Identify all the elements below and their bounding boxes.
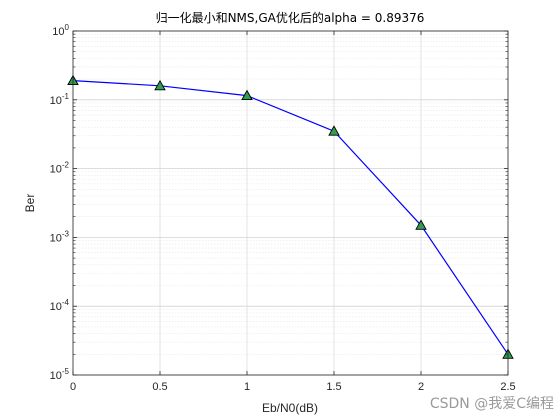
y-tick-label: 100 [52,23,69,38]
y-tick-label: 10-3 [50,229,70,244]
plot-area [67,30,514,376]
y-tick-label: 10-1 [50,92,70,107]
data-point [241,89,253,101]
y-tick-label: 10-5 [50,367,70,382]
x-tick-label: 1.5 [326,381,341,393]
y-axis-label: Ber [23,194,37,213]
x-tick-labels: 0 0.5 1 1.5 2 2.5 [70,381,516,393]
watermark: CSDN @我爱C编程 [430,396,554,412]
data-point [328,125,340,136]
y-tick-labels: 100 10-1 10-2 10-3 10-4 10-5 [50,23,70,382]
data-point [415,219,427,230]
x-tick-label: 2 [418,381,424,393]
axes-background [73,31,508,375]
chart-title: 归一化最小和NMS,GA优化后的alpha = 0.89376 [156,10,425,25]
x-tick-label: 1 [244,381,250,393]
x-tick-label: 0.5 [152,381,167,393]
y-tick-label: 10-4 [50,298,70,313]
x-axis-label: Eb/N0(dB) [262,401,318,415]
series-line [72,80,509,355]
y-tick-label: 10-2 [50,161,70,176]
x-tick-label: 2.5 [500,381,515,393]
axes-box [72,30,509,376]
axis-ticks [72,30,509,376]
grid [72,30,509,376]
x-tick-label: 0 [70,381,76,393]
data-point [154,79,166,91]
